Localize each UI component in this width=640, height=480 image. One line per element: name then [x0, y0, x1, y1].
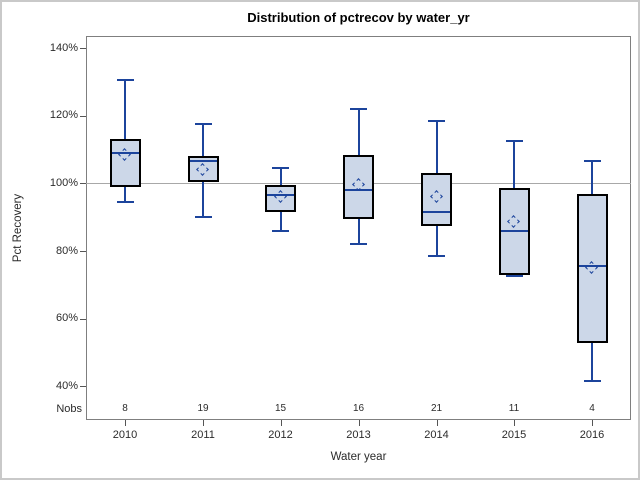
- nobs-value-2011: 19: [197, 403, 209, 414]
- nobs-value-2014: 21: [430, 403, 443, 414]
- box-2010: [109, 139, 141, 187]
- nobs-value-2016: 4: [589, 403, 595, 414]
- y-tick: [80, 386, 86, 387]
- x-tick-label-2013: 2013: [346, 429, 371, 441]
- x-tick-2014: [436, 420, 438, 426]
- y-tick: [80, 183, 86, 184]
- x-tick-label-2011: 2011: [191, 429, 215, 441]
- median-line-2011: [189, 160, 217, 162]
- median-line-2013: [345, 189, 372, 191]
- x-tick-2016: [592, 420, 593, 426]
- box-2013: [343, 154, 374, 219]
- x-tick-label-2010: 2010: [112, 429, 138, 441]
- whisker-cap-low-2015: [505, 275, 523, 277]
- x-tick-2013: [358, 420, 360, 426]
- y-tick-label-140: 140%: [49, 41, 78, 54]
- y-tick: [80, 48, 86, 49]
- box-2016: [576, 193, 608, 343]
- y-tick-label-40: 40%: [55, 379, 78, 392]
- whisker-cap-low-2012: [272, 229, 289, 232]
- x-tick-2012: [280, 420, 282, 426]
- whisker-cap-high-2013: [350, 107, 367, 110]
- whisker-cap-low-2013: [350, 243, 367, 245]
- whisker-cap-high-2014: [428, 119, 445, 122]
- median-line-2016: [578, 265, 606, 267]
- nobs-value-2013: 16: [352, 403, 365, 414]
- whisker-cap-low-2011: [194, 216, 212, 218]
- x-axis-title: Water year: [330, 451, 387, 463]
- median-line-2010: [111, 151, 139, 154]
- x-tick-label-2016: 2016: [579, 429, 605, 441]
- median-line-2015: [500, 229, 528, 232]
- nobs-value-2015: 11: [508, 403, 520, 414]
- nobs-value-2012: 15: [274, 403, 287, 414]
- whisker-cap-high-2011: [194, 123, 212, 125]
- y-tick: [80, 115, 86, 117]
- x-tick-2011: [203, 420, 204, 426]
- y-tick-label-80: 80%: [55, 244, 78, 257]
- whisker-cap-low-2016: [583, 380, 601, 382]
- x-tick-label-2012: 2012: [268, 429, 293, 441]
- chart-title: Distribution of pctrecov by water_yr: [247, 10, 470, 25]
- x-tick-label-2015: 2015: [501, 429, 527, 441]
- y-tick: [80, 318, 86, 320]
- nobs-value-2010: 8: [122, 403, 128, 414]
- median-line-2012: [267, 194, 294, 196]
- whisker-cap-low-2010: [116, 201, 134, 203]
- y-tick: [80, 251, 86, 252]
- x-tick-2010: [125, 420, 126, 426]
- median-line-2014: [423, 211, 450, 213]
- whisker-cap-high-2012: [272, 167, 289, 169]
- y-tick-label-60: 60%: [55, 312, 78, 324]
- whisker-cap-high-2016: [583, 160, 601, 162]
- y-tick-label-120: 120%: [49, 109, 78, 121]
- x-tick-2015: [514, 420, 515, 426]
- whisker-cap-low-2014: [428, 255, 445, 257]
- whisker-cap-high-2015: [505, 140, 523, 142]
- box-2014: [421, 173, 452, 226]
- box-2012: [265, 185, 296, 212]
- nobs-row-label: Nobs: [56, 403, 82, 415]
- y-tick-label-100: 100%: [49, 176, 78, 189]
- x-tick-label-2014: 2014: [424, 429, 449, 441]
- whisker-cap-high-2010: [116, 79, 134, 81]
